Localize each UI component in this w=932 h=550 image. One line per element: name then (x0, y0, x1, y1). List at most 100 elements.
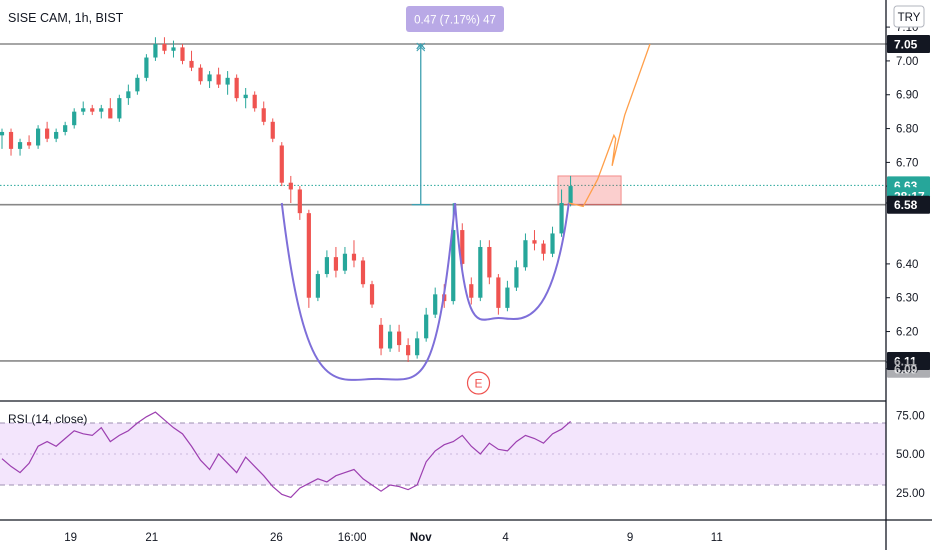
rsi-tick-label: 75.00 (896, 410, 925, 422)
measure-arrow-cross (416, 42, 426, 52)
measure-arrow-head (416, 42, 426, 50)
candle-body (315, 274, 320, 298)
candle-body (306, 213, 311, 298)
time-axis-label: 11 (711, 532, 723, 544)
time-axis-label: 26 (270, 532, 283, 544)
price-tick-label: 6.20 (896, 327, 918, 339)
candle-body (45, 128, 50, 139)
event-marker[interactable]: E (466, 371, 491, 395)
candle-body (523, 240, 528, 268)
candle-body (198, 67, 203, 82)
candle-body (117, 98, 122, 119)
event-marker-circle[interactable] (466, 371, 491, 395)
candle-body (8, 131, 14, 149)
candle-body (243, 94, 248, 99)
price-tag-box (887, 35, 930, 53)
price-tick-label: 6.30 (896, 293, 918, 305)
measure-label: 0.47 (7.17%) 47 (414, 15, 496, 27)
candle-body (559, 203, 564, 234)
candle-body (469, 284, 474, 298)
candle-body (54, 131, 59, 139)
candle-body (261, 108, 266, 122)
candle-body (505, 287, 510, 308)
time-axis-label: 9 (627, 532, 633, 544)
price-tick-label: 6.80 (896, 124, 918, 136)
price-tag-label: 6.09 (894, 362, 918, 376)
candle-body (0, 131, 5, 136)
candle-body (406, 345, 411, 356)
candle-body (162, 44, 167, 51)
time-axis-label: Nov (410, 532, 432, 544)
rsi-title: RSI (14, close) (8, 412, 87, 426)
rsi-band-layer (0, 422, 886, 486)
candles-layer (0, 37, 573, 363)
handle-curve[interactable] (454, 202, 570, 321)
candle-body (63, 125, 68, 132)
rsi-tick-label: 50.00 (896, 449, 925, 461)
candle-body (26, 142, 32, 146)
candle-body (451, 230, 456, 302)
candle-body (144, 57, 149, 78)
candle-body (333, 257, 339, 271)
price-tag-box (887, 351, 930, 370)
event-marker-letter: E (475, 377, 483, 391)
time-axis-label: 19 (64, 532, 77, 544)
candle-body (351, 253, 357, 261)
candle-body (36, 128, 41, 146)
candle-body (189, 60, 194, 68)
price-tick-label: 6.40 (896, 259, 918, 271)
projection-path[interactable] (568, 43, 651, 208)
candle-body (17, 142, 23, 149)
candle-body (342, 253, 348, 271)
candle-body (72, 111, 77, 126)
cup-curve[interactable] (280, 202, 457, 381)
price-tag-box (887, 359, 930, 378)
price-tick-label: 6.90 (896, 90, 918, 102)
candle-body (135, 77, 140, 92)
candle-body (387, 331, 393, 349)
time-axis-label: 16:00 (338, 532, 367, 544)
candle-body (514, 267, 519, 288)
candle-body (397, 331, 402, 346)
candle-body (378, 324, 384, 349)
candle-body (324, 257, 329, 275)
candle-body (541, 243, 546, 254)
candle-body (297, 189, 302, 214)
candle-body (415, 338, 420, 356)
price-tag-box (887, 195, 930, 214)
candle-body (532, 240, 537, 244)
candle-body (288, 182, 293, 190)
candle-body (108, 108, 113, 119)
candle-body (360, 260, 366, 285)
candle-body (424, 314, 429, 339)
candle-body (433, 294, 438, 315)
candle-body (568, 186, 573, 204)
level-lines-layer (0, 43, 886, 362)
rsi-tick-label: 25.00 (896, 488, 925, 500)
time-axis-label: 21 (145, 532, 158, 544)
currency-button[interactable] (893, 5, 925, 28)
currency-button-label: TRY (898, 12, 921, 24)
rsi-line-layer (1, 411, 571, 499)
measure-layer (411, 42, 430, 206)
rsi-line (1, 411, 571, 499)
target-zone-rectangle[interactable] (557, 175, 622, 206)
measure-label-box (406, 6, 504, 32)
price-tag-label: 7.05 (894, 38, 918, 52)
price-tag-label: 6.11 (894, 354, 917, 368)
candle-body (207, 74, 212, 82)
candle-body (550, 233, 555, 254)
candle-body (279, 145, 284, 183)
candle-body (460, 230, 465, 264)
candle-body (487, 246, 492, 278)
time-axis-label: 4 (502, 532, 509, 544)
candle-body (252, 94, 257, 109)
price-tick-label: 6.70 (896, 157, 918, 169)
candle-body (234, 77, 239, 99)
candle-body (99, 108, 104, 112)
projection-layer (568, 43, 651, 208)
cup-handle-layer (280, 202, 570, 381)
candle-body (153, 44, 158, 58)
chart-title: SISE CAM, 1h, BIST (8, 11, 124, 25)
